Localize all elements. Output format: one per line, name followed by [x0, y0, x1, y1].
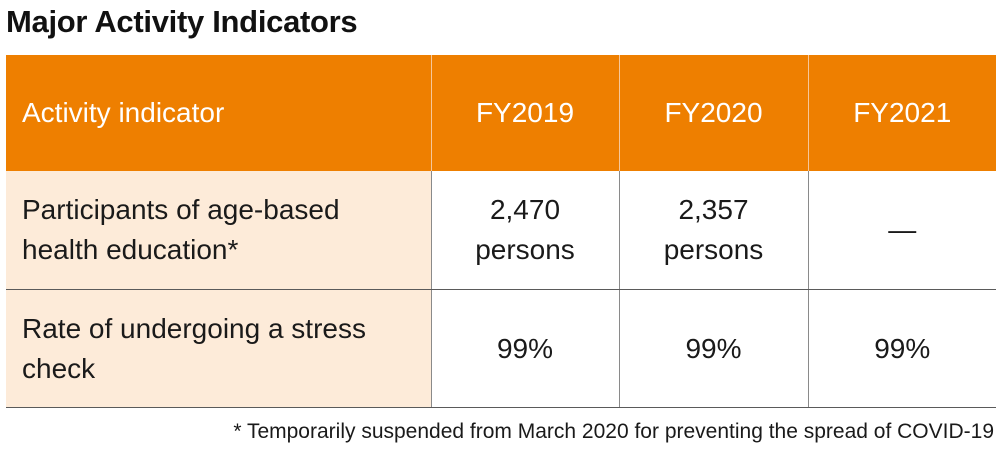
- header-fy2021: FY2021: [807, 55, 996, 171]
- cell-value: —: [888, 214, 917, 245]
- row-label-line1: Rate of undergoing a stress: [22, 312, 366, 344]
- footnote: * Temporarily suspended from March 2020 …: [233, 420, 994, 443]
- header-activity-indicator: Activity indicator: [6, 55, 431, 171]
- header-fy2019: FY2019: [430, 55, 619, 171]
- table-row-stress-check: Rate of undergoing a stress check 99% 99…: [6, 289, 996, 408]
- header-fy2020: FY2020: [618, 55, 808, 171]
- table-row-health-education: Participants of age-based health educati…: [6, 171, 996, 290]
- cell-health-education-fy2019: 2,470 persons: [430, 171, 619, 290]
- row-label-line1: Participants of age-based: [22, 194, 340, 225]
- row-label-line2: check: [22, 352, 96, 384]
- cell-stress-check-fy2019: 99%: [430, 289, 619, 408]
- row-label-stress-check: Rate of undergoing a stress check: [6, 289, 431, 408]
- cell-health-education-fy2021: —: [807, 171, 996, 290]
- table-header-row: Activity indicator FY2019 FY2020 FY2021: [6, 55, 996, 171]
- row-label-line2: health education*: [22, 234, 239, 265]
- cell-unit: persons: [475, 234, 575, 265]
- cell-value: 99%: [496, 332, 554, 364]
- cell-value: 99%: [685, 332, 742, 364]
- cell-value: 99%: [874, 332, 931, 364]
- cell-value: 2,357: [678, 194, 749, 225]
- cell-stress-check-fy2020: 99%: [618, 289, 808, 408]
- row-label-health-education: Participants of age-based health educati…: [6, 171, 431, 290]
- page-title: Major Activity Indicators: [6, 4, 358, 39]
- cell-stress-check-fy2021: 99%: [807, 289, 996, 408]
- cell-health-education-fy2020: 2,357 persons: [618, 171, 808, 290]
- cell-unit: persons: [663, 234, 764, 265]
- cell-value: 2,470: [489, 194, 561, 225]
- activity-indicators-table: Activity indicator FY2019 FY2020 FY2021 …: [6, 55, 996, 408]
